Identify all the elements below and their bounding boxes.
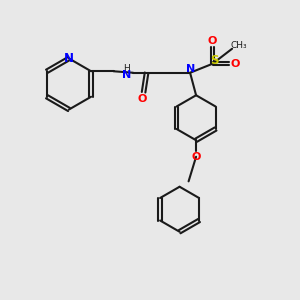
- Text: CH₃: CH₃: [230, 41, 247, 50]
- Text: N: N: [186, 64, 195, 74]
- Text: O: O: [191, 152, 201, 162]
- Text: S: S: [210, 54, 218, 67]
- Text: O: O: [137, 94, 147, 104]
- Text: N: N: [122, 70, 131, 80]
- Text: O: O: [231, 59, 240, 69]
- Text: N: N: [64, 52, 74, 65]
- Text: O: O: [208, 36, 217, 46]
- Text: H: H: [123, 64, 130, 73]
